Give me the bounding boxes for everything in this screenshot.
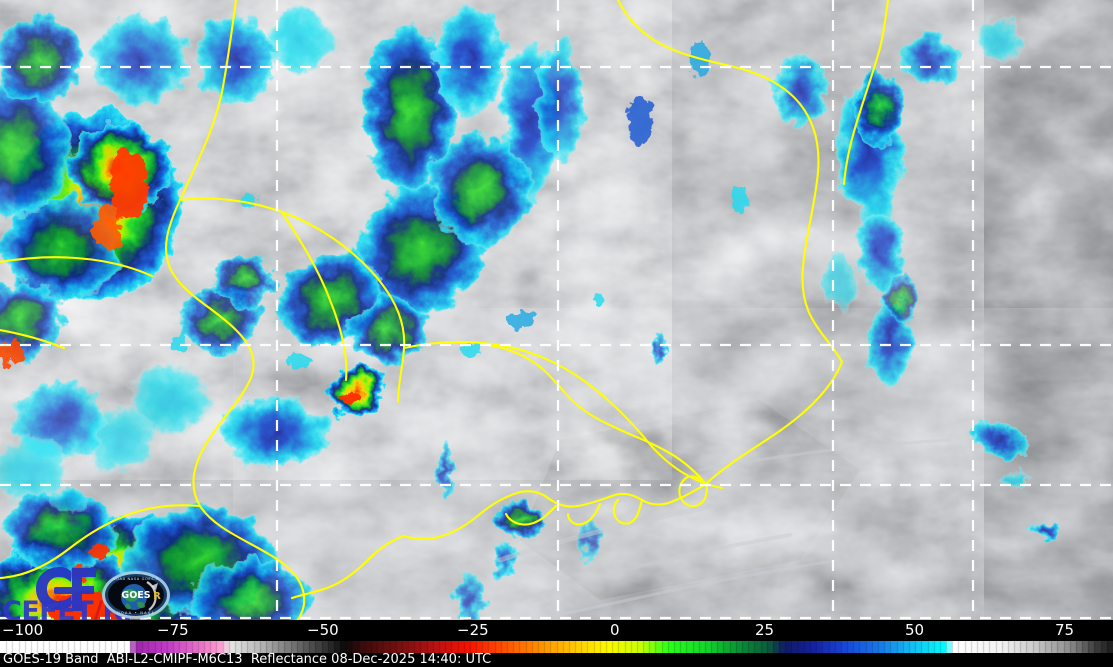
colorbar[interactable] [0,641,1113,653]
axis-tick-50: 50 [905,621,925,639]
colorbar-gradient [0,641,1113,653]
svg-text:NOAA NASA GOES-R: NOAA NASA GOES-R [113,577,159,581]
cefet-prefix: CEFET [2,596,94,620]
cefet-slash: / [93,596,103,620]
axis-tick-0: 0 [610,621,620,639]
country-borders [0,0,890,620]
colorbar-axis: −100 −75 −50 −25 0 25 50 75 [0,620,1113,641]
satellite-image [0,0,1113,620]
goes-r-logo-title: GOES [121,590,150,601]
graticule [0,0,1113,620]
axis-tick--50: −50 [307,621,339,639]
satellite-image-panel[interactable]: CEFET/RJ GOES R NOAA NASA GOES-R NOAA • … [0,0,1113,620]
svg-text:NOAA • NASA: NOAA • NASA [117,611,155,615]
goes-r-logo: GOES R NOAA NASA GOES-R NOAA • NASA [102,571,170,619]
axis-tick--25: −25 [457,621,489,639]
svg-text:R: R [153,591,161,602]
axis-tick-75: 75 [1055,621,1075,639]
axis-tick-25: 25 [755,621,775,639]
axis-tick--75: −75 [157,621,189,639]
caption-bar: GOES-19 Band ABI-L2-CMIPF-M6C13 Reflecta… [0,652,1113,667]
product-caption: GOES-19 Band ABI-L2-CMIPF-M6C13 Reflecta… [3,652,492,667]
axis-tick--100: −100 [2,621,44,639]
